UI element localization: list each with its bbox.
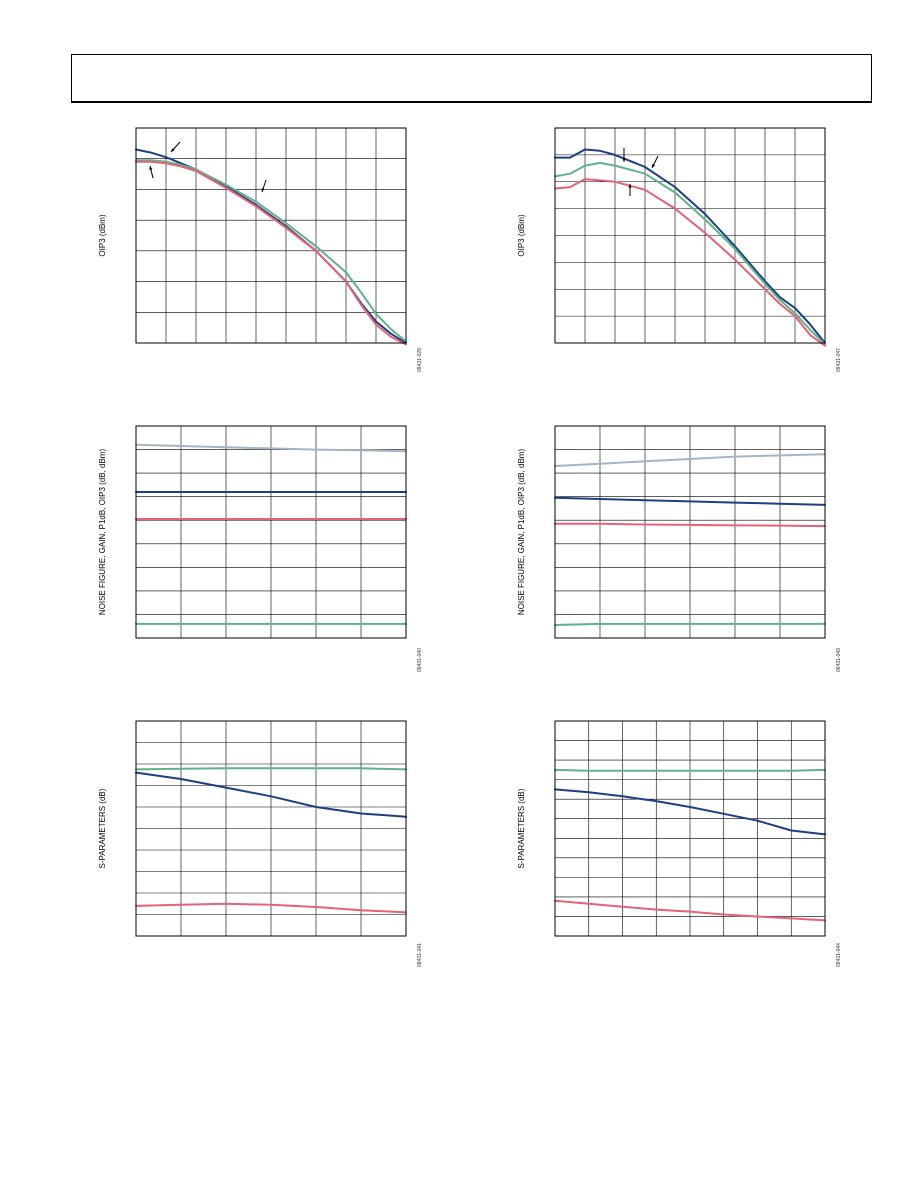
series-line-navy xyxy=(554,496,826,506)
series-line-pink xyxy=(554,522,826,528)
series-line-green xyxy=(554,768,826,772)
figure-id-label: 09431-041 xyxy=(417,943,423,967)
series-line-pink xyxy=(135,902,407,914)
plot-frame xyxy=(135,720,407,937)
figure-id-label: 09431-043 xyxy=(836,648,842,672)
series-line-green xyxy=(135,159,407,343)
series-line-gray xyxy=(135,443,407,453)
plot-frame xyxy=(554,425,826,639)
series-line-navy xyxy=(554,148,826,344)
annotation-arrowhead xyxy=(628,184,632,188)
annotation-arrowhead xyxy=(622,158,626,162)
series-line-pink xyxy=(554,178,826,347)
chart-2: OIP3 (dBm) 09431-047 xyxy=(517,127,842,372)
y-axis-label: OIP3 (dBm) xyxy=(98,214,107,257)
chart-1: OIP3 (dBm) 09431-029 xyxy=(98,127,423,372)
plot-frame xyxy=(135,127,407,344)
series-line-navy xyxy=(135,771,407,818)
plot-frame xyxy=(554,127,826,344)
annotation-arrowhead xyxy=(652,164,656,168)
y-axis-label: NOISE FIGURE, GAIN, P1dB, OIP3 (dB, dBm) xyxy=(98,449,107,616)
figure-id-label: 09431-047 xyxy=(836,348,842,372)
annotation-arrowhead xyxy=(149,166,153,170)
series-line-navy xyxy=(554,788,826,836)
chart-3: NOISE FIGURE, GAIN, P1dB, OIP3 (dB, dBm)… xyxy=(98,425,423,672)
chart-5: S-PARAMETERS (dB) 09431-041 xyxy=(98,720,423,967)
y-axis-label: S-PARAMETERS (dB) xyxy=(98,788,107,868)
series-line-pink xyxy=(135,160,407,346)
y-axis-label: OIP3 (dBm) xyxy=(517,214,526,257)
series-line-green xyxy=(135,767,407,771)
series-line-pink xyxy=(554,899,826,922)
chart-4: NOISE FIGURE, GAIN, P1dB, OIP3 (dB, dBm)… xyxy=(517,425,842,672)
annotation-arrowhead xyxy=(261,188,265,192)
series-line-navy xyxy=(135,148,407,344)
figure-id-label: 09431-044 xyxy=(836,943,842,967)
chart-6: S-PARAMETERS (dB) 09431-044 xyxy=(517,720,842,967)
figure-id-label: 09431-040 xyxy=(417,648,423,672)
plot-frame xyxy=(135,425,407,639)
figure-id-label: 09431-029 xyxy=(417,348,423,372)
page-header-box xyxy=(71,54,872,103)
plot-frame xyxy=(554,720,826,937)
series-line-gray xyxy=(554,453,826,467)
y-axis-label: S-PARAMETERS (dB) xyxy=(517,788,526,868)
series-line-green xyxy=(554,622,826,626)
series-line-green xyxy=(554,161,826,346)
y-axis-label: NOISE FIGURE, GAIN, P1dB, OIP3 (dB, dBm) xyxy=(517,449,526,616)
annotation-arrowhead xyxy=(171,148,175,152)
